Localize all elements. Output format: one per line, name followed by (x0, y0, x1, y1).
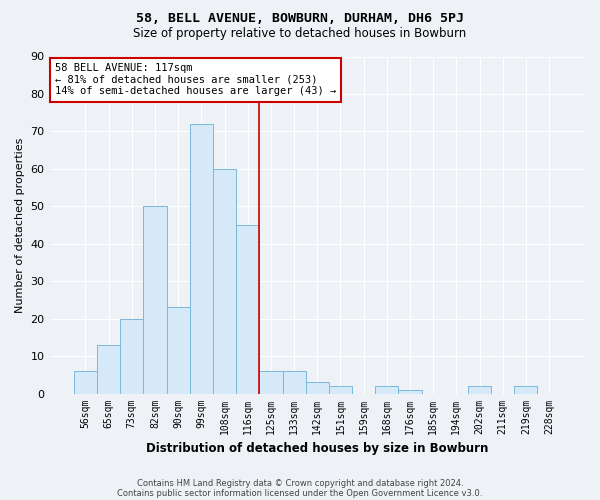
Bar (97, 345, 120, 394)
Text: Contains HM Land Registry data © Crown copyright and database right 2024.: Contains HM Land Registry data © Crown c… (137, 478, 463, 488)
Bar (167, 308, 190, 394)
Bar (190, 124, 213, 394)
Bar (329, 386, 352, 394)
Bar (398, 390, 422, 394)
Bar (468, 386, 491, 394)
X-axis label: Distribution of detached houses by size in Bowburn: Distribution of detached houses by size … (146, 442, 488, 455)
Y-axis label: Number of detached properties: Number of detached properties (15, 138, 25, 312)
Bar (120, 318, 143, 394)
Text: Size of property relative to detached houses in Bowburn: Size of property relative to detached ho… (133, 28, 467, 40)
Text: Contains public sector information licensed under the Open Government Licence v3: Contains public sector information licen… (118, 488, 482, 498)
Bar (375, 386, 398, 394)
Bar (305, 382, 329, 394)
Bar (143, 206, 167, 394)
Bar (514, 386, 538, 394)
Bar (259, 371, 283, 394)
Text: 58 BELL AVENUE: 117sqm
← 81% of detached houses are smaller (253)
14% of semi-de: 58 BELL AVENUE: 117sqm ← 81% of detached… (55, 63, 336, 96)
Bar (213, 169, 236, 394)
Bar (283, 371, 305, 394)
Text: 58, BELL AVENUE, BOWBURN, DURHAM, DH6 5PJ: 58, BELL AVENUE, BOWBURN, DURHAM, DH6 5P… (136, 12, 464, 26)
Bar (236, 225, 259, 394)
Bar (74, 371, 97, 394)
